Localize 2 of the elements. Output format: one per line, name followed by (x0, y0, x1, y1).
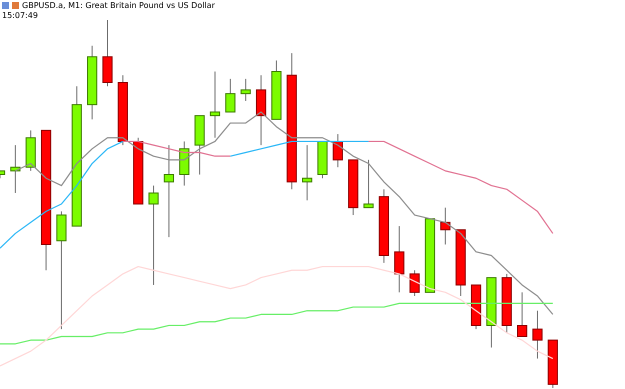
chart-title: GBPUSD.a, M1: Great Britain Pound vs US Dollar (22, 1, 215, 10)
chart-subtitle: 15:07:49 (2, 11, 38, 20)
